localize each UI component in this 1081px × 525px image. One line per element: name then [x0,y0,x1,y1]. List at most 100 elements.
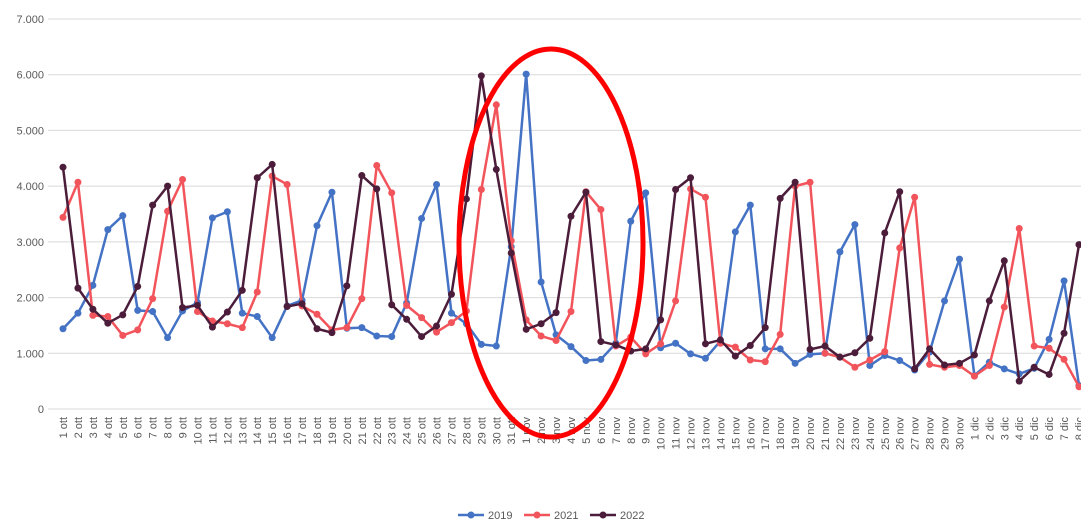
x-tick-label: 23 nov [850,417,862,451]
x-tick-label: 6 ott [133,417,145,438]
data-point [911,194,918,201]
x-tick-label: 13 ott [237,417,249,445]
data-point [1001,365,1008,372]
x-tick-label: 20 ott [342,417,354,445]
data-point [478,341,485,348]
y-tick-label: 6.000 [16,70,44,82]
data-point [119,332,126,339]
data-point [956,360,963,367]
x-tick-label: 19 nov [790,417,802,451]
highlight-ellipse [459,49,643,437]
data-point [896,357,903,364]
data-point [224,208,231,215]
data-point [448,319,455,326]
legend-marker [534,512,541,519]
data-point [792,179,799,186]
data-point [568,213,575,220]
data-point [493,343,500,350]
data-point [179,176,186,183]
data-point [314,311,321,318]
data-point [986,297,993,304]
data-point [224,309,231,316]
data-point [239,310,246,317]
x-tick-label: 21 nov [820,417,832,451]
data-point [269,334,276,341]
data-point [1046,336,1053,343]
data-point [134,283,141,290]
data-point [60,214,67,221]
data-point [478,186,485,193]
x-tick-label: 28 ott [461,417,473,445]
data-point [433,181,440,188]
data-point [777,195,784,202]
data-point [851,221,858,228]
x-tick-label: 2 nov [536,417,548,444]
x-tick-label: 16 nov [745,417,757,451]
data-point [209,324,216,331]
data-point [732,228,739,235]
x-tick-label: 7 nov [611,417,623,444]
data-point [822,343,829,350]
data-point [418,333,425,340]
x-tick-label: 9 ott [178,417,190,438]
data-point [119,311,126,318]
data-point [687,350,694,357]
data-point [971,373,978,380]
data-point [1061,356,1068,363]
y-tick-label: 4.000 [16,181,44,193]
x-tick-label: 27 nov [910,417,922,451]
data-point [418,314,425,321]
data-point [926,361,933,368]
data-point [134,307,141,314]
data-point [388,333,395,340]
data-point [538,320,545,327]
data-point [941,361,948,368]
x-tick-label: 5 dic [1029,417,1041,441]
data-point [836,354,843,361]
data-point [851,364,858,371]
data-point [926,345,933,352]
data-point [388,301,395,308]
data-point [149,202,156,209]
data-point [358,172,365,179]
y-tick-label: 0 [38,404,44,416]
x-tick-label: 21 ott [357,417,369,445]
data-point [732,344,739,351]
x-tick-label: 3 dic [999,417,1011,441]
data-point [956,256,963,263]
data-point [1061,330,1068,337]
x-tick-label: 8 ott [163,417,175,438]
x-tick-label: 30 ott [491,417,503,445]
data-point [1001,304,1008,311]
data-point [747,202,754,209]
data-point [403,302,410,309]
x-tick-label: 5 ott [118,417,130,438]
data-point [612,341,619,348]
x-tick-label: 25 ott [417,417,429,445]
data-point [60,164,67,171]
data-point [493,101,500,108]
data-point [762,345,769,352]
data-point [284,181,291,188]
x-tick-label: 19 ott [327,417,339,445]
data-point [687,174,694,181]
data-point [448,291,455,298]
x-tick-label: 12 ott [222,417,234,445]
x-tick-label: 25 nov [880,417,892,451]
x-tick-label: 17 ott [297,417,309,445]
data-point [851,349,858,356]
data-point [747,356,754,363]
legend-label: 2019 [488,510,512,520]
legend-label: 2022 [620,510,644,520]
data-point [1031,364,1038,371]
x-tick-label: 10 nov [656,417,668,451]
data-point [1016,225,1023,232]
data-point [194,302,201,309]
data-point [1001,257,1008,264]
x-tick-label: 4 dic [1014,417,1026,441]
x-tick-label: 14 ott [252,417,264,445]
data-point [1016,378,1023,385]
x-tick-label: 27 ott [446,417,458,445]
x-tick-label: 29 nov [940,417,952,451]
